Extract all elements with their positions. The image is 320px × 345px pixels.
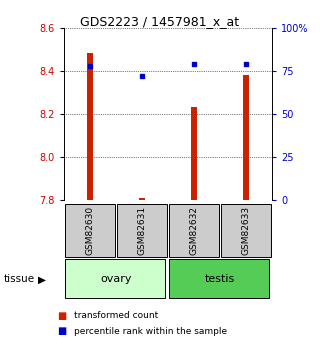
Text: ▶: ▶	[38, 275, 46, 284]
Text: ovary: ovary	[100, 274, 132, 284]
Bar	[65, 259, 165, 298]
Text: GSM82631: GSM82631	[138, 206, 147, 255]
Text: GSM82633: GSM82633	[242, 206, 251, 255]
Text: tissue: tissue	[3, 275, 34, 284]
Bar	[65, 204, 115, 257]
Text: ■: ■	[58, 326, 67, 336]
Text: GSM82632: GSM82632	[189, 206, 198, 255]
Text: ■: ■	[58, 311, 67, 321]
Bar	[140, 198, 145, 200]
Bar	[169, 204, 219, 257]
Text: transformed count: transformed count	[74, 311, 158, 320]
Bar	[191, 107, 196, 200]
Text: percentile rank within the sample: percentile rank within the sample	[74, 327, 227, 336]
Bar	[117, 204, 167, 257]
Text: testis: testis	[205, 274, 235, 284]
Bar	[169, 259, 269, 298]
Text: GSM82630: GSM82630	[85, 206, 94, 255]
Bar	[87, 53, 92, 200]
Bar	[221, 204, 271, 257]
Bar	[244, 75, 249, 200]
Text: GDS2223 / 1457981_x_at: GDS2223 / 1457981_x_at	[80, 16, 240, 29]
